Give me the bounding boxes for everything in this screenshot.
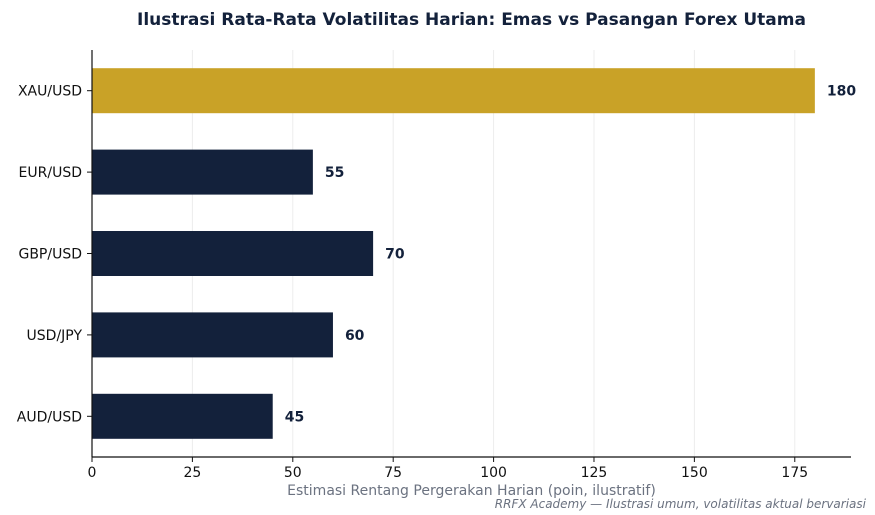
value-label: 70	[385, 247, 405, 263]
x-tick-label: 125	[581, 465, 608, 481]
bar	[92, 231, 374, 276]
x-tick-label: 175	[781, 465, 808, 481]
x-tick-label: 0	[88, 465, 97, 481]
value-label: 55	[325, 165, 344, 181]
x-tick-label: 25	[183, 465, 201, 481]
bar	[92, 149, 313, 195]
bar	[92, 68, 815, 114]
category-label: GBP/USD	[18, 247, 82, 263]
category-label: AUD/USD	[17, 409, 82, 425]
x-tick-label: 75	[384, 465, 402, 481]
footnote: RRFX Academy — Ilustrasi umum, volatilit…	[494, 497, 866, 511]
axes	[87, 50, 851, 462]
bar	[92, 393, 273, 439]
value-label: 45	[285, 409, 304, 425]
x-tick-label: 50	[284, 465, 302, 481]
category-label: USD/JPY	[27, 328, 83, 344]
labels: 0 25 50 75 100 125 150 175 XAU/USD 180 EUR/USD 55 GB…	[17, 84, 857, 481]
x-axis-label: Estimasi Rentang Pergerakan Harian (poin…	[287, 483, 656, 499]
x-tick-label: 100	[480, 465, 507, 481]
chart-title: Ilustrasi Rata-Rata Volatilitas Harian: …	[137, 10, 806, 30]
category-label: XAU/USD	[18, 84, 82, 100]
bars	[92, 68, 815, 439]
value-label: 180	[827, 84, 856, 100]
bar	[92, 312, 333, 358]
value-label: 60	[345, 328, 365, 344]
category-label: EUR/USD	[19, 165, 82, 181]
x-tick-label: 150	[681, 465, 708, 481]
